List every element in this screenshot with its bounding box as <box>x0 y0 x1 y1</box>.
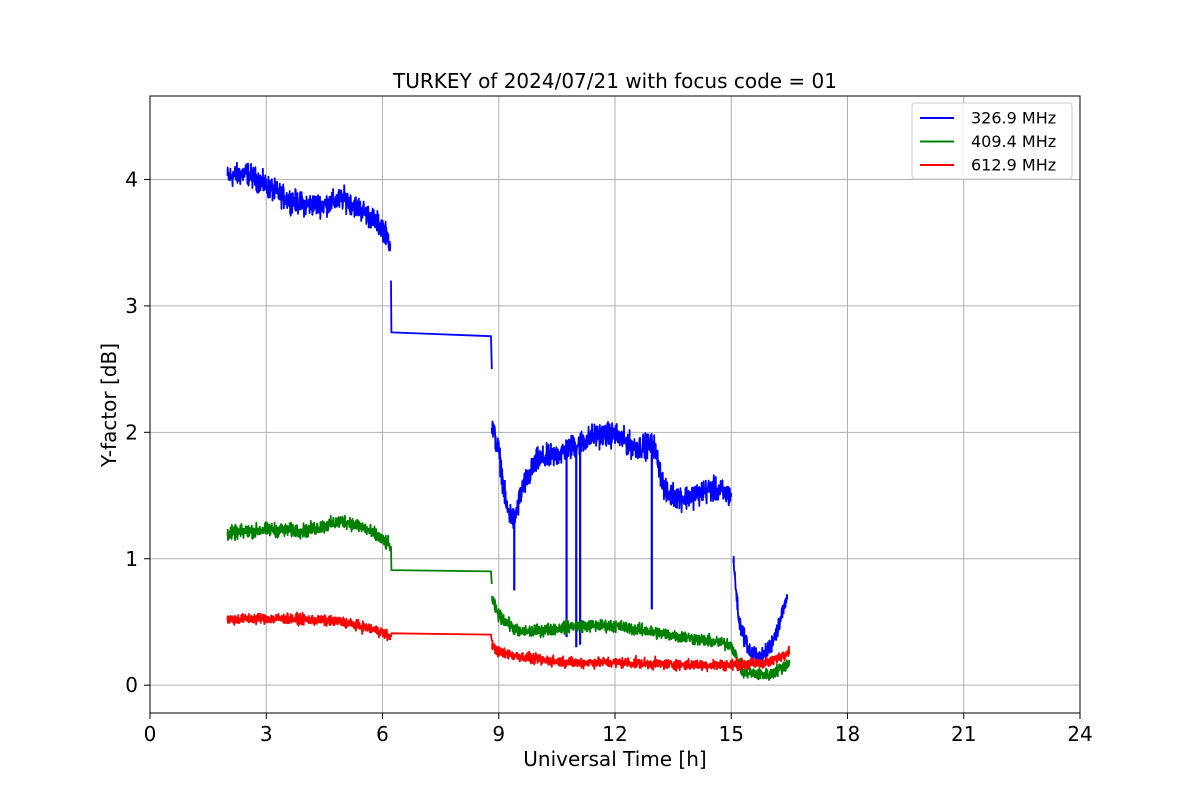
series-line <box>226 611 392 642</box>
series-line <box>226 514 391 552</box>
y-tick-label: 0 <box>125 673 138 697</box>
x-tick-label: 6 <box>376 722 389 746</box>
legend-label: 326.9 MHz <box>971 109 1056 128</box>
series-line <box>390 632 493 642</box>
series-line <box>732 555 789 666</box>
x-tick-label: 3 <box>260 722 273 746</box>
x-tick-label: 21 <box>951 722 976 746</box>
legend: 326.9 MHz 409.4 MHz 612.9 MHz <box>911 102 1073 180</box>
y-tick-label: 4 <box>125 167 138 191</box>
x-axis-label: Universal Time [h] <box>523 747 706 771</box>
legend-label: 409.4 MHz <box>971 132 1056 151</box>
x-tick-label: 24 <box>1067 722 1092 746</box>
chart-title: TURKEY of 2024/07/21 with focus code = 0… <box>392 69 837 93</box>
legend-label: 612.9 MHz <box>971 156 1056 175</box>
x-tick-label: 18 <box>835 722 860 746</box>
plot-area <box>226 161 791 681</box>
x-tick-label: 15 <box>719 722 744 746</box>
series-1 <box>226 161 789 666</box>
series-line <box>490 420 733 529</box>
series-3 <box>226 611 791 673</box>
x-axis: 0 3 6 9 12 15 18 21 24 <box>144 713 1093 746</box>
y-axis-label: Y-factor [dB] <box>97 343 121 468</box>
y-tick-label: 2 <box>125 420 138 444</box>
x-tick-label: 0 <box>144 722 157 746</box>
series-line <box>226 161 392 252</box>
y-tick-label: 3 <box>125 294 138 318</box>
legend-box <box>911 102 1073 180</box>
x-tick-label: 12 <box>602 722 627 746</box>
y-tick-label: 1 <box>125 547 138 571</box>
series-line <box>491 639 791 673</box>
series-line <box>390 546 493 585</box>
series-line <box>390 280 493 370</box>
y-axis: 0 1 2 3 4 <box>125 167 150 697</box>
x-tick-label: 9 <box>492 722 505 746</box>
